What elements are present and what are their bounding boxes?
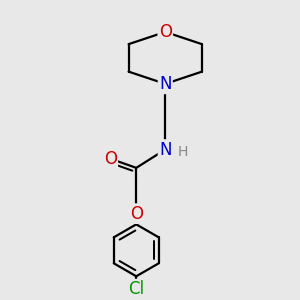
Text: Cl: Cl [128, 280, 144, 298]
Text: H: H [178, 145, 188, 159]
Text: N: N [159, 140, 172, 158]
Text: N: N [159, 75, 172, 93]
Text: O: O [104, 150, 117, 168]
Text: O: O [130, 205, 143, 223]
Text: O: O [159, 23, 172, 41]
